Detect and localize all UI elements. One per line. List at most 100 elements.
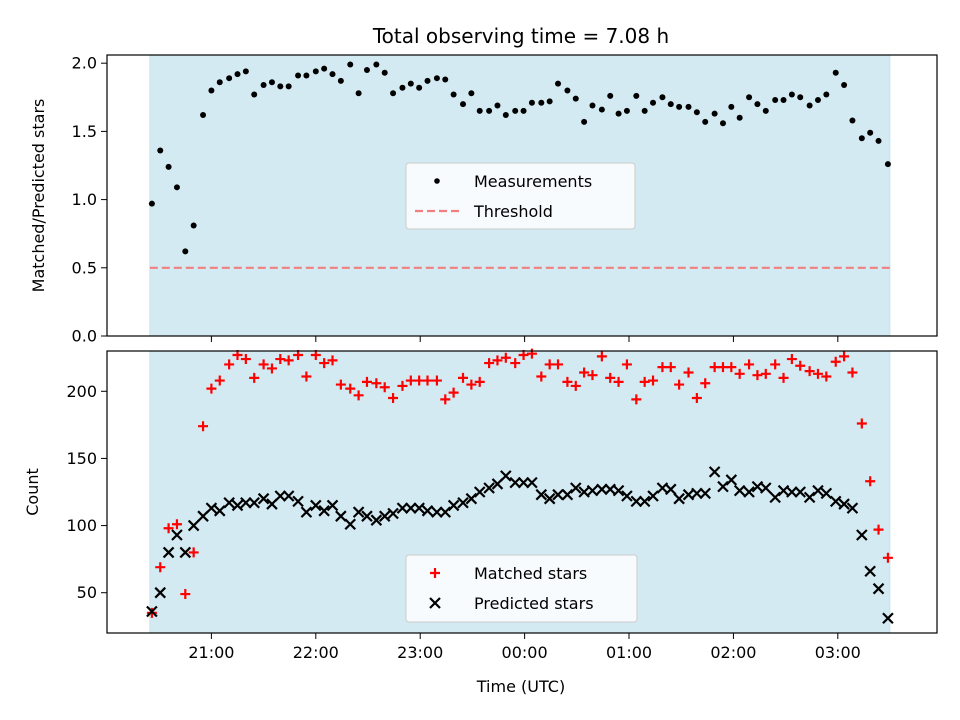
measurement-point [676, 103, 683, 110]
matched-star-point [882, 552, 893, 563]
measurement-point [190, 222, 197, 229]
measurement-point [234, 71, 241, 78]
predicted-star-point [517, 476, 530, 489]
matched-star-point [518, 350, 529, 361]
measurement-point [641, 107, 648, 114]
matched-star-point [674, 379, 685, 390]
legend-marker-matched [430, 568, 440, 578]
predicted-star-point [699, 487, 712, 500]
matched-star-point [214, 375, 225, 386]
matched-star-point [596, 351, 607, 362]
matched-star-point [484, 358, 495, 369]
x-tick-label: 21:00 [188, 643, 234, 662]
measurement-point [337, 77, 344, 84]
matched-star-point [293, 350, 304, 361]
matched-star-point [760, 368, 771, 379]
predicted-star-point [586, 484, 599, 497]
predicted-star-point [439, 506, 452, 518]
predicted-star-point [856, 529, 868, 541]
matched-star-point [683, 367, 694, 378]
predicted-star-point [447, 499, 460, 512]
legend-label-measurements: Measurements [474, 172, 592, 191]
measurement-point [303, 72, 310, 79]
x-tick-label: 03:00 [815, 643, 861, 662]
y-tick-label: 1.0 [72, 190, 97, 209]
matched-star-point [388, 393, 399, 403]
axes-frame [106, 54, 938, 337]
predicted-star-point [457, 496, 469, 509]
matched-star-point [752, 370, 763, 381]
measurement-point [762, 107, 769, 114]
matched-star-point [700, 378, 711, 389]
measurement-point [148, 200, 155, 207]
predicted-star-point [621, 490, 633, 502]
predicted-star-point [387, 507, 399, 520]
predicted-star-point [543, 492, 556, 505]
legend-top: Measurements Threshold [405, 162, 636, 230]
matched-star-point [665, 362, 676, 373]
measurement-point [173, 184, 180, 191]
predicted-star-point [500, 470, 512, 482]
x-tick-label: 02:00 [710, 643, 756, 662]
predicted-star-point [708, 466, 721, 478]
predicted-star-point [769, 491, 781, 504]
measurement-point [814, 97, 821, 104]
matched-star-point [830, 356, 841, 367]
matched-star-point [275, 354, 286, 365]
predicted-star-point [187, 519, 200, 532]
matched-star-point [639, 376, 650, 387]
matched-star-point [301, 371, 312, 382]
measurement-point [216, 79, 223, 86]
measurement-point [390, 90, 397, 97]
predicted-star-point [760, 482, 772, 494]
predicted-star-point [838, 498, 850, 510]
matched-star-point [709, 362, 720, 373]
predicted-star-point [300, 506, 313, 518]
measurement-point [746, 94, 753, 101]
matched-star-point [466, 379, 477, 390]
measurement-point [433, 75, 440, 82]
matched-star-point [155, 562, 166, 573]
predicted-star-point [465, 492, 478, 505]
matched-star-point [188, 547, 199, 558]
predicted-star-point [344, 518, 357, 531]
measurement-point [450, 91, 457, 98]
matched-star-point [431, 375, 442, 386]
matched-star-point [804, 366, 815, 377]
predicted-star-point [205, 502, 218, 514]
measurement-point [347, 61, 354, 68]
predicted-star-point [630, 495, 643, 508]
measurement-point [528, 99, 535, 106]
x-tick-label: 00:00 [502, 643, 548, 662]
matched-star-point [249, 372, 260, 383]
measurement-point [841, 82, 848, 89]
measurement-point [157, 147, 164, 154]
measurement-point [581, 118, 588, 125]
predicted-star-point [569, 482, 582, 494]
measurement-point [555, 80, 562, 87]
matched-star-point [448, 387, 459, 398]
measurement-point [208, 87, 215, 94]
legend-label-predicted: Predicted stars [474, 594, 594, 613]
measurement-point [312, 68, 319, 75]
predicted-star-point [846, 502, 859, 514]
measurement-point [321, 65, 328, 72]
measurement-point [355, 90, 362, 97]
measurement-point [867, 129, 874, 136]
measurement-point [494, 102, 501, 109]
matched-star-point [180, 589, 191, 600]
y-tick-label: 2.0 [72, 54, 97, 73]
matched-star-point [310, 350, 321, 361]
matched-star-point [500, 352, 511, 363]
predicted-star-point [413, 502, 425, 514]
x-axis-label: Time (UTC) [476, 677, 565, 696]
matched-star-point [474, 376, 485, 387]
matched-star-point [648, 375, 659, 386]
matched-star-point [232, 350, 243, 361]
matched-star-point [786, 354, 797, 365]
matched-star-point [171, 519, 182, 530]
matched-star-point [319, 358, 330, 369]
predicted-star-point [872, 582, 885, 595]
legend-bottom: Matched stars Predicted stars [405, 554, 638, 623]
